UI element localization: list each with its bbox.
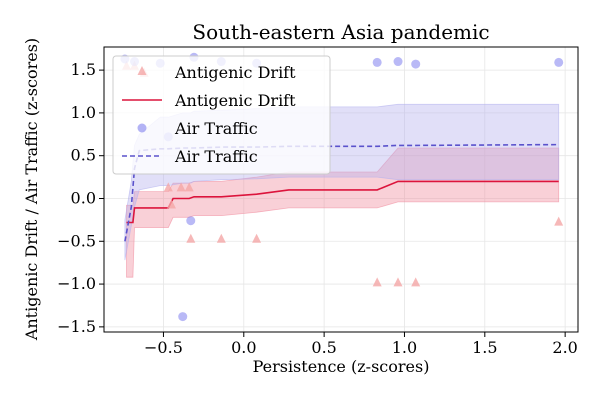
- y-tick-label: 1.5: [71, 60, 96, 79]
- antigenic-drift-confidence-band: [126, 147, 560, 278]
- antigenic-drift-point: [372, 277, 382, 287]
- y-axis-label: Antigenic Drift / Air Traffic (z-scores): [22, 38, 41, 341]
- antigenic-drift-line: [126, 180, 559, 224]
- antigenic-drift-point: [252, 233, 262, 243]
- y-tick-label: 0.5: [71, 146, 96, 165]
- y-tick-label: 0.0: [71, 188, 96, 207]
- antigenic-drift-point: [186, 233, 196, 243]
- legend: Antigenic Drift Antigenic Drift Air Traf…: [112, 55, 331, 175]
- antigenic-drift-point: [554, 216, 564, 226]
- x-tick-label: 0.0: [231, 338, 256, 357]
- air-traffic-point: [411, 59, 421, 69]
- antigenic-drift-point: [411, 277, 421, 287]
- x-tick-label: 1.5: [472, 338, 497, 357]
- antigenic-drift-point: [176, 182, 186, 192]
- antigenic-drift-point: [393, 277, 403, 287]
- antigenic-drift-point: [184, 182, 194, 192]
- antigenic-drift-point: [167, 199, 176, 209]
- x-tick-label: −0.5: [144, 338, 183, 357]
- x-axis: −0.5 0.0 0.5 1.0 1.5 2.0: [144, 332, 578, 357]
- legend-label-antigenic-drift-line: Antigenic Drift: [174, 91, 296, 110]
- legend-frame: [112, 55, 331, 175]
- antigenic-drift-point: [163, 182, 173, 192]
- legend-marker-air-traffic-points: [137, 123, 147, 133]
- x-tick-label: 0.5: [311, 338, 336, 357]
- air-traffic-point: [393, 57, 403, 67]
- air-traffic-point: [178, 312, 188, 322]
- legend-marker-antigenic-drift-points: [137, 66, 147, 75]
- air-traffic-point: [186, 216, 196, 226]
- plot-frame: [103, 46, 579, 333]
- y-tick-label: −1.0: [57, 274, 96, 293]
- legend-label-antigenic-drift-points: Antigenic Drift: [174, 63, 296, 82]
- air-traffic-point: [554, 57, 564, 67]
- y-axis: −1.5 −1.0 −0.5 0.0 0.5 1.0 1.5: [57, 60, 104, 336]
- y-tick-label: −0.5: [57, 231, 96, 250]
- air-traffic-point: [372, 57, 382, 67]
- legend-label-air-traffic-line: Air Traffic: [174, 147, 258, 166]
- x-tick-label: 1.0: [392, 338, 417, 357]
- x-axis-label: Persistence (z-scores): [253, 357, 430, 376]
- antigenic-drift-point: [216, 233, 226, 243]
- legend-label-air-traffic-points: Air Traffic: [174, 119, 258, 138]
- y-tick-label: 1.0: [71, 103, 96, 122]
- y-tick-label: −1.5: [57, 317, 96, 336]
- x-tick-label: 2.0: [552, 338, 577, 357]
- chart-title: South-eastern Asia pandemic: [192, 20, 489, 44]
